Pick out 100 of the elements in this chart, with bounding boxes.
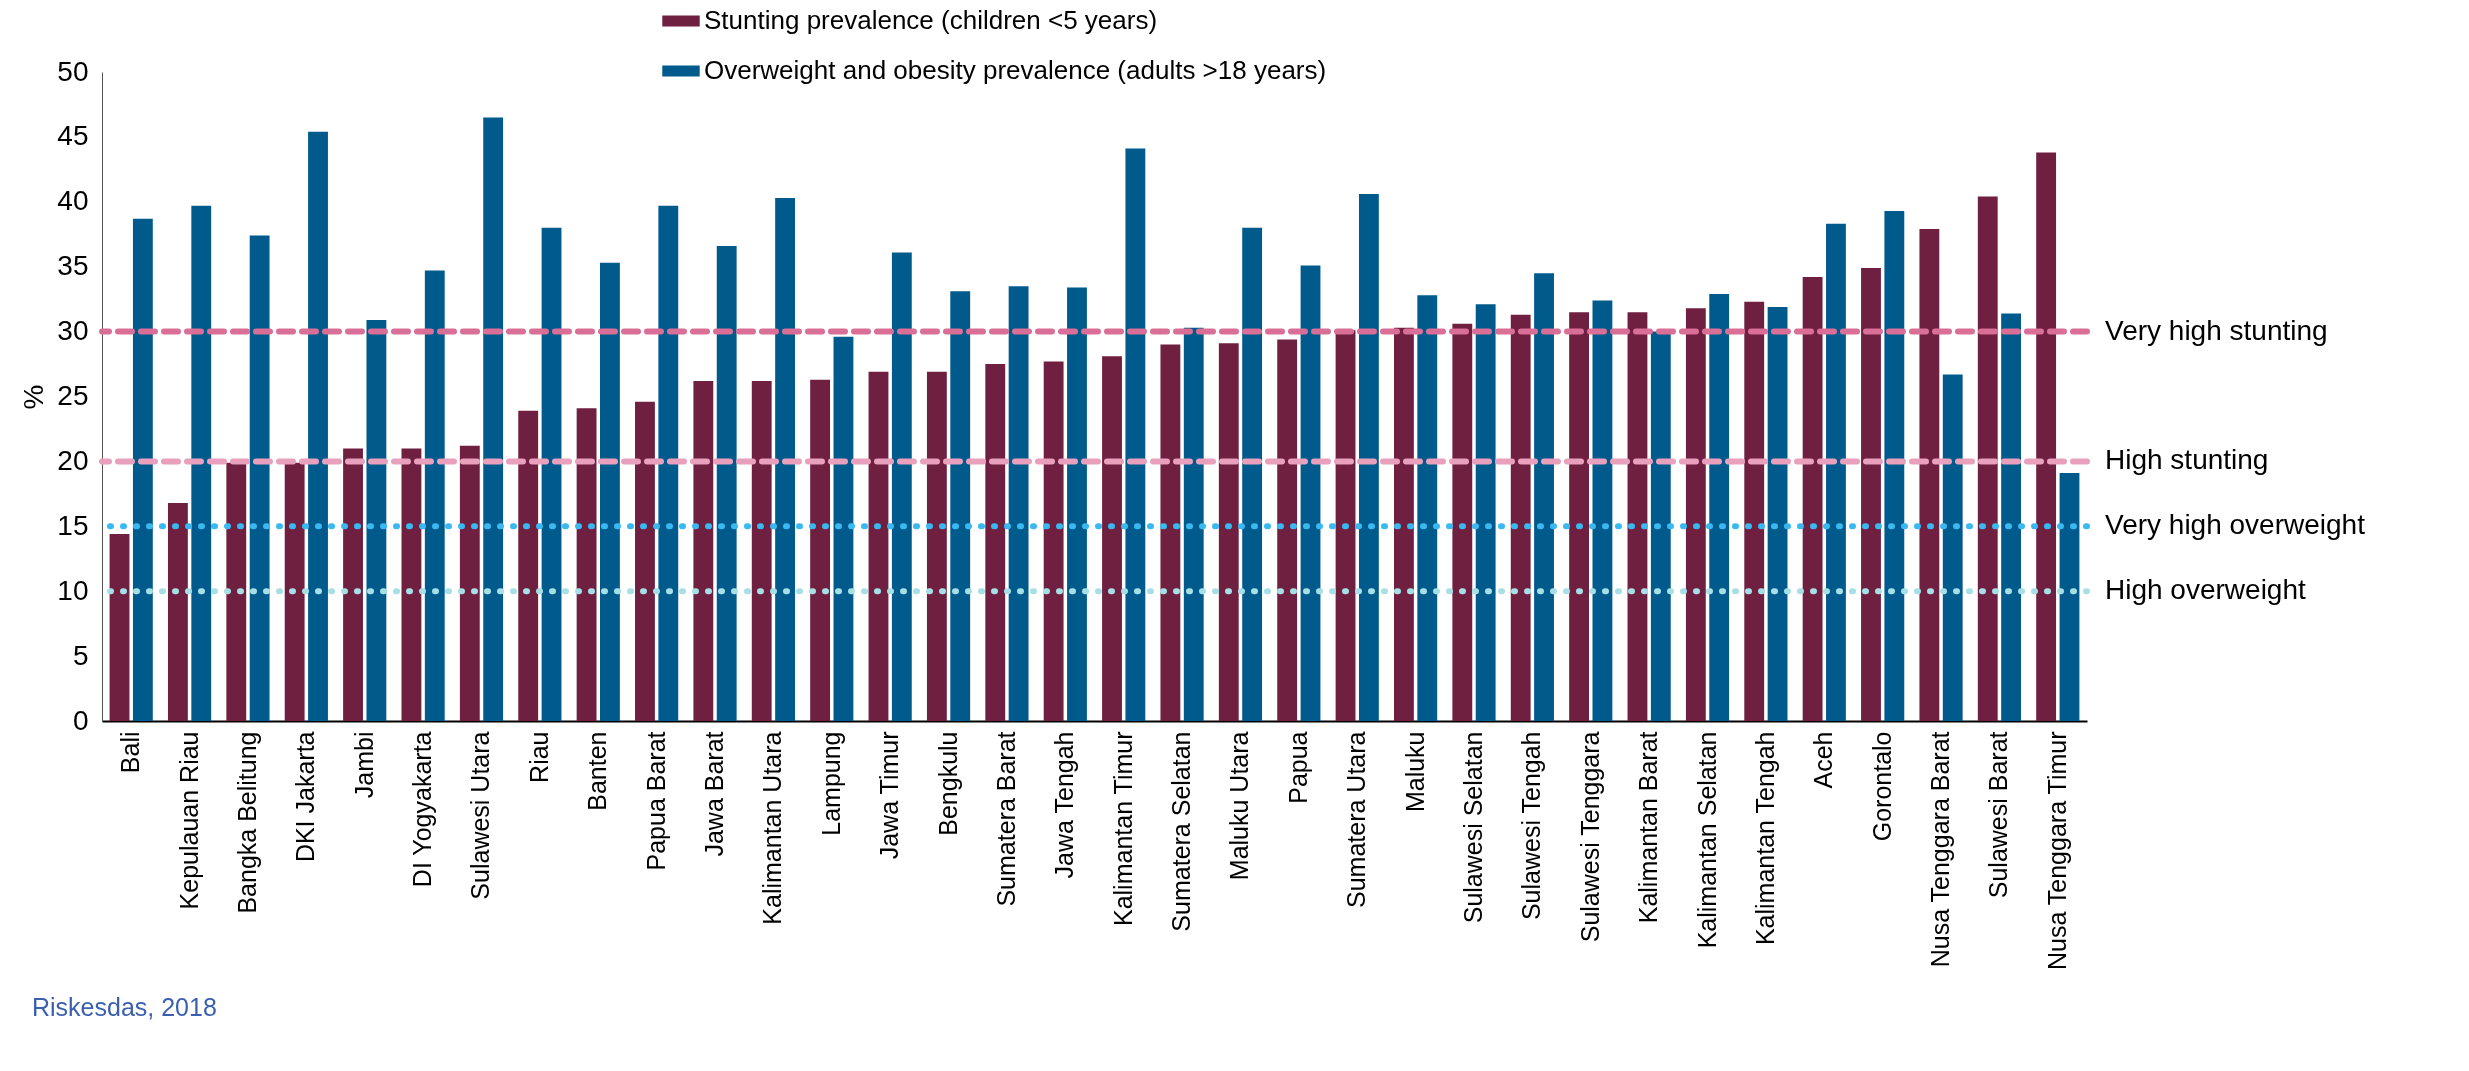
- bar: [1650, 331, 1671, 721]
- ref-line-label: High stunting: [2105, 444, 2269, 476]
- bar: [1102, 356, 1122, 721]
- bar: [459, 445, 480, 721]
- y-tick-label: 0: [72, 704, 89, 736]
- bar: [926, 371, 947, 721]
- bar: [716, 245, 737, 721]
- x-tick-label: Riau: [524, 731, 553, 783]
- bar: [1417, 295, 1438, 721]
- bar: [1218, 343, 1239, 721]
- y-tick-label: 35: [57, 250, 89, 282]
- bar: [2036, 152, 2057, 721]
- bar: [600, 262, 620, 721]
- bar: [284, 462, 305, 721]
- bar: [810, 379, 831, 721]
- x-tick-label: Sulawesi Tenggara: [1575, 731, 1604, 943]
- bar: [1043, 361, 1064, 721]
- y-tick-label: 25: [57, 380, 89, 411]
- bar: [167, 502, 188, 721]
- ref-line-label: Very high overweight: [2105, 509, 2366, 541]
- y-tick-label: 50: [57, 55, 89, 87]
- bar: [518, 410, 539, 721]
- text: Riskesdas, 2018: [32, 993, 217, 1021]
- x-tick-label: Kepulauan Riau: [174, 731, 203, 910]
- x-tick-label: Jambi: [349, 731, 378, 799]
- x-tick-label: Sulawesi Utara: [466, 731, 495, 900]
- bar: [2001, 313, 2022, 721]
- y-tick-label: 5: [72, 639, 89, 671]
- legend-label: Stunting prevalence (children <5 years): [704, 5, 1158, 35]
- ref-line-label: Very high stunting: [2105, 314, 2328, 346]
- bar: [483, 117, 504, 721]
- bar: [1335, 330, 1356, 721]
- x-tick-label: Jawa Tengah: [1050, 731, 1079, 879]
- x-tick-label: Jawa Barat: [700, 731, 729, 857]
- bar: [833, 336, 854, 721]
- bar: [1977, 196, 1998, 721]
- x-tick-label: Sumatera Utara: [1342, 731, 1371, 908]
- bar: [1242, 227, 1263, 721]
- x-tick-label: Aceh: [1809, 731, 1838, 789]
- bar: [950, 291, 971, 721]
- bar: [693, 380, 714, 721]
- bar: [1767, 306, 1788, 721]
- x-tick-label: Papua: [1283, 731, 1312, 804]
- bar: [249, 235, 270, 721]
- bar: [1510, 314, 1531, 721]
- y-tick-label: 20: [57, 444, 89, 476]
- bar: [226, 462, 247, 721]
- x-tick-label: Kalimantan Barat: [1634, 731, 1663, 924]
- bar: [751, 380, 772, 721]
- x-tick-label: Banten: [583, 731, 612, 811]
- bar: [985, 364, 1006, 721]
- y-tick-label: 15: [57, 509, 89, 541]
- x-tick-label: Kalimantan Tengah: [1750, 731, 1779, 946]
- bar: [1744, 301, 1765, 721]
- bar: [1802, 277, 1823, 721]
- y-tick-label: 45: [57, 120, 89, 152]
- x-tick-label: Sulawesi Barat: [1984, 731, 2013, 899]
- bar: [366, 319, 387, 721]
- bar: [1067, 287, 1087, 721]
- bar: [1569, 312, 1589, 721]
- bar: [191, 205, 212, 721]
- bar: [541, 227, 562, 721]
- bar: [1160, 344, 1181, 721]
- bar: [1709, 293, 1730, 721]
- bar: [1183, 327, 1204, 721]
- y-tick-label: 10: [57, 574, 89, 606]
- bar: [1277, 339, 1298, 721]
- x-tick-label: Nusa Tenggara Barat: [1926, 731, 1955, 968]
- bar: [1627, 312, 1648, 721]
- x-tick-label: Nusa Tenggara Timur: [2042, 731, 2071, 971]
- bar: [1861, 268, 1881, 721]
- x-tick-label: DI Yogyakarta: [408, 731, 437, 888]
- bar: [308, 131, 328, 721]
- bar: [1685, 308, 1706, 721]
- bar: [775, 197, 795, 721]
- bar: [1826, 223, 1846, 721]
- x-tick-label: DKI Jakarta: [291, 731, 320, 863]
- x-tick-label: Sulawesi Selatan: [1458, 731, 1487, 924]
- x-tick-label: Sumatera Selatan: [1167, 731, 1196, 932]
- bar: [891, 252, 912, 721]
- x-tick-label: Kalimantan Timur: [1108, 731, 1137, 927]
- bar: [635, 401, 655, 721]
- x-tick-label: Papua Barat: [641, 731, 670, 871]
- bar: [868, 371, 889, 721]
- bar: [343, 448, 363, 721]
- bar: [658, 205, 679, 721]
- x-tick-label: Kalimantan Utara: [758, 731, 787, 925]
- y-axis-title: %: [18, 384, 50, 410]
- x-tick-label: Kalimantan Selatan: [1692, 731, 1721, 949]
- x-tick-label: Maluku: [1400, 731, 1429, 813]
- x-tick-label: Jawa Timur: [875, 731, 904, 860]
- bar: [1300, 265, 1321, 721]
- x-tick-label: Bali: [116, 731, 145, 774]
- x-tick-label: Sumatera Barat: [991, 731, 1020, 907]
- x-tick-label: Gorontalo: [1867, 731, 1896, 842]
- bar: [1358, 194, 1379, 721]
- x-tick-label: Bangka Belitung: [232, 731, 261, 914]
- bar: [401, 448, 422, 721]
- y-tick-label: 30: [57, 315, 89, 347]
- bar: [132, 218, 153, 721]
